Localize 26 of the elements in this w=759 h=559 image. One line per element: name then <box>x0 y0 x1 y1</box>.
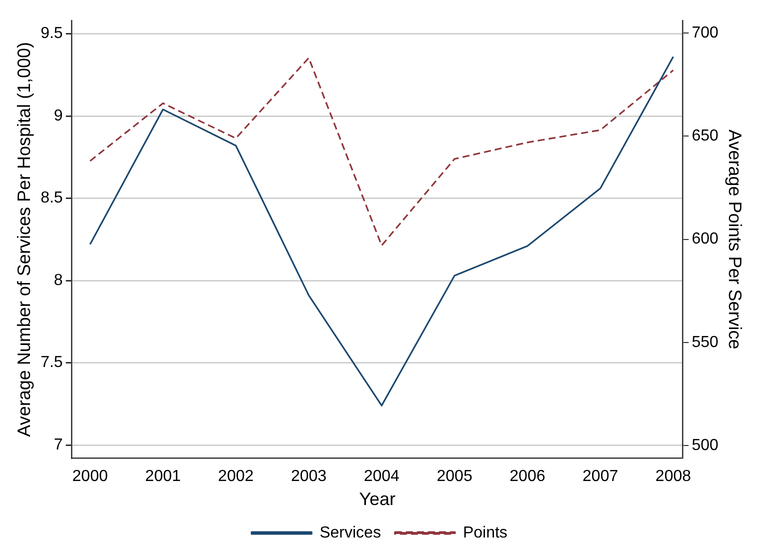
y-tick-label: 7 <box>54 436 63 454</box>
x-tick-label: 2002 <box>218 468 254 486</box>
y2-tick-label: 650 <box>692 128 718 145</box>
x-tick-label: 2003 <box>290 468 327 486</box>
line-series <box>89 57 674 246</box>
y-tick-label: 7.5 <box>40 354 63 372</box>
y-tick-label: 9.5 <box>40 25 63 42</box>
x-tick-label: 2006 <box>510 468 546 486</box>
y2-axis-title: Average Points Per Service <box>725 130 746 350</box>
y-tick-label: 8 <box>54 272 63 289</box>
y2-tick-label: 500 <box>692 436 718 454</box>
x-tick-label: 2005 <box>436 468 472 486</box>
x-tick-label: 2004 <box>364 468 400 486</box>
y-tick-label: 9 <box>54 107 63 124</box>
y2-tick-label: 550 <box>692 334 718 351</box>
x-tick-label: 2008 <box>655 468 692 486</box>
x-axis-title: Year <box>359 489 396 510</box>
x-tick-label: 2000 <box>72 468 108 486</box>
x-tick-label: 2001 <box>145 468 181 486</box>
x-tick-label: 2007 <box>582 468 618 486</box>
y2-tick-label: 600 <box>692 230 718 248</box>
legend-label: Services <box>320 524 381 542</box>
legend-label: Points <box>462 524 508 542</box>
y-axis-title: Average Number of Services Per Hospital (1,000) <box>14 42 34 437</box>
y-tick-label: 8.5 <box>40 190 63 207</box>
y2-tick-label: 700 <box>692 24 718 42</box>
